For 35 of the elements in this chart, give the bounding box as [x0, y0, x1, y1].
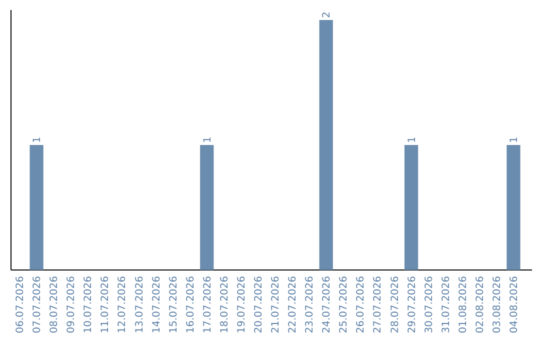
x-tick-label: 15.07.2026 [168, 276, 180, 334]
x-tick-label: 14.07.2026 [151, 276, 162, 334]
x-tick-label: 11.07.2026 [100, 276, 112, 334]
x-tick-label: 12.07.2026 [117, 276, 128, 334]
x-tick-label: 02.08.2026 [474, 276, 486, 334]
data-label: 2 [322, 12, 333, 18]
x-tick-label: 18.07.2026 [219, 276, 230, 334]
data-label: 1 [202, 136, 214, 143]
x-tick-label: 23.07.2026 [304, 276, 316, 334]
x-tick-label: 21.07.2026 [270, 276, 282, 334]
x-tick-label: 31.07.2026 [440, 276, 452, 334]
x-tick-label: 24.07.2026 [322, 276, 333, 334]
x-tick-label: 28.07.2026 [390, 276, 401, 334]
data-label: 1 [406, 136, 418, 143]
x-tick-label: 03.08.2026 [492, 276, 503, 334]
x-tick-label: 26.07.2026 [356, 276, 367, 334]
x-tick-label: 13.07.2026 [134, 276, 146, 334]
x-tick-label: 27.07.2026 [372, 276, 384, 334]
x-tick-label: 29.07.2026 [406, 276, 418, 334]
x-tick-label: 06.07.2026 [15, 276, 26, 334]
x-tick-label: 16.07.2026 [185, 276, 196, 334]
data-label: 1 [32, 136, 44, 143]
data-label: 1 [508, 136, 520, 143]
x-tick-label: 20.07.2026 [253, 276, 264, 334]
x-tick-label: 22.07.2026 [288, 276, 299, 334]
x-tick-label: 10.07.2026 [83, 276, 94, 334]
x-tick-label: 04.08.2026 [508, 276, 520, 334]
x-tick-label: 17.07.2026 [202, 276, 214, 334]
x-tick-label: 25.07.2026 [338, 276, 350, 334]
x-tick-label: 30.07.2026 [424, 276, 435, 334]
x-tick-label: 07.07.2026 [32, 276, 44, 334]
x-tick-label: 08.07.2026 [49, 276, 60, 334]
x-tick-label: 01.08.2026 [458, 276, 469, 334]
x-tick-label: 09.07.2026 [66, 276, 78, 334]
x-tick-label: 19.07.2026 [236, 276, 248, 334]
